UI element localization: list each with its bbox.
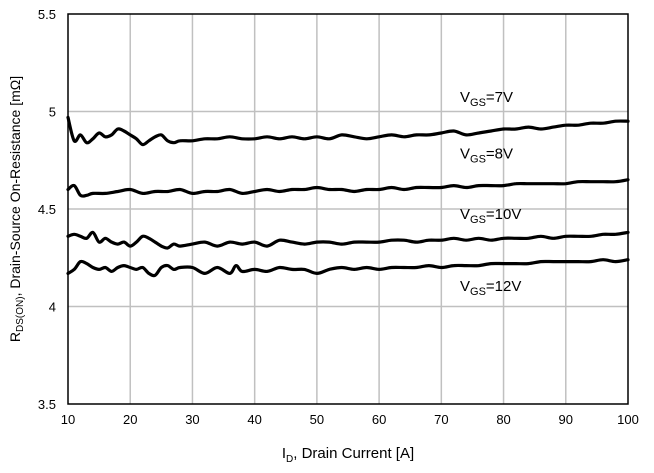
series-label-2: VGS=8V — [460, 145, 513, 165]
series-line-1 — [66, 115, 630, 147]
tick-labels: 10 20 30 40 50 60 70 80 90 100 3.5 4 4.5 5 5.5 — [38, 7, 639, 427]
x-tick-label: 50 — [310, 412, 324, 427]
series-line-4 — [66, 258, 630, 278]
x-tick-label: 20 — [123, 412, 137, 427]
y-tick-label: 4 — [49, 300, 56, 315]
x-tick-label: 60 — [372, 412, 386, 427]
y-axis-title: RDS(ON), Drain-Source On-Resistance [mΩ] — [7, 76, 26, 342]
series-annotations: VGS=7V VGS=8V VGS=10V VGS=12V — [460, 89, 521, 298]
x-tick-label: 10 — [61, 412, 75, 427]
series-line-2 — [66, 178, 630, 198]
grid — [68, 14, 628, 404]
x-tick-label: 30 — [185, 412, 199, 427]
y-tick-label: 5.5 — [38, 7, 56, 22]
series-label-1: VGS=7V — [460, 89, 513, 109]
x-tick-label: 90 — [559, 412, 573, 427]
series-label-3: VGS=10V — [460, 206, 521, 226]
plot-frame — [67, 13, 629, 405]
x-axis-title: ID, Drain Current [A] — [282, 445, 414, 465]
y-tick-label: 4.5 — [38, 202, 56, 217]
x-tick-label: 40 — [247, 412, 261, 427]
series-layer — [66, 115, 630, 278]
y-tick-label: 3.5 — [38, 397, 56, 412]
series-label-4: VGS=12V — [460, 278, 521, 298]
y-tick-label: 5 — [49, 105, 56, 120]
x-tick-label: 100 — [617, 412, 639, 427]
x-tick-label: 70 — [434, 412, 448, 427]
series-line-3 — [66, 230, 630, 250]
x-tick-label: 80 — [496, 412, 510, 427]
